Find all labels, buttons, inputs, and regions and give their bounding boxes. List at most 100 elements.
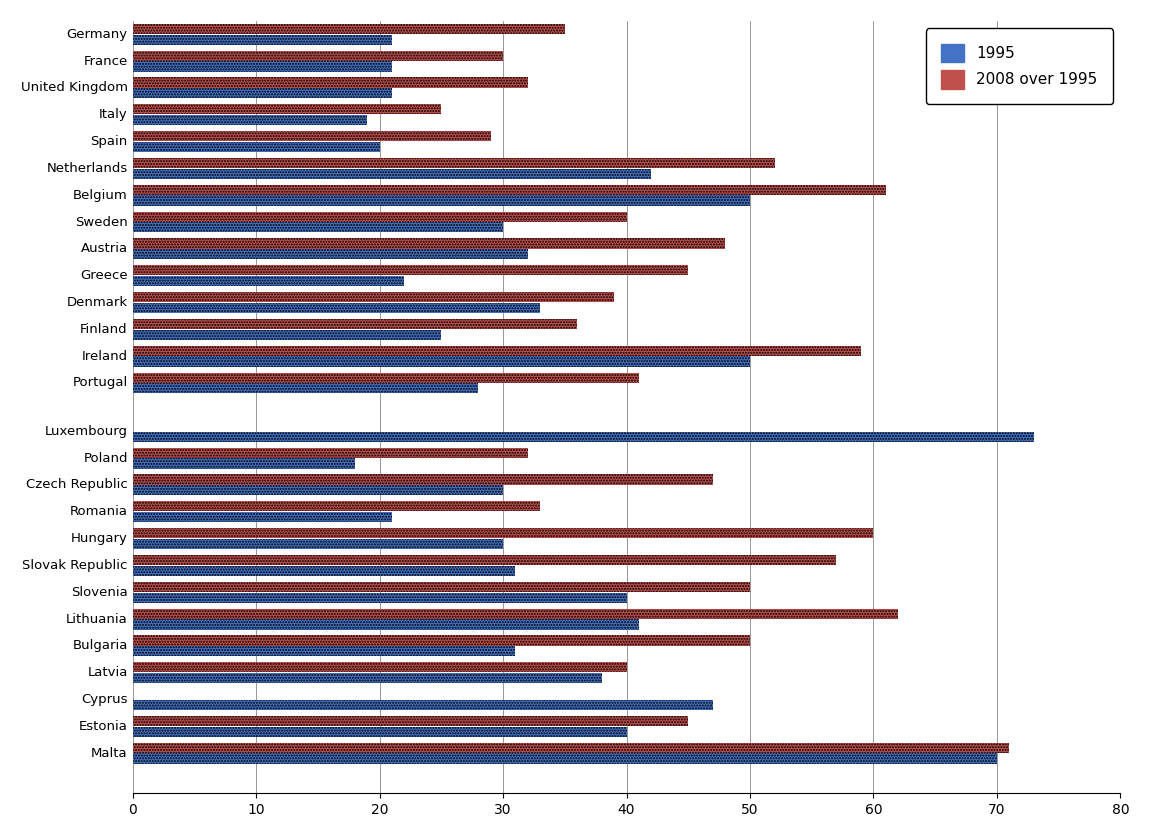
Bar	[132, 292, 614, 303]
Bar	[132, 34, 392, 44]
Bar	[132, 458, 355, 468]
Bar	[132, 265, 688, 276]
Bar	[132, 249, 528, 259]
Bar	[132, 662, 627, 672]
Bar	[132, 566, 515, 576]
Bar	[132, 608, 898, 618]
Bar	[132, 566, 515, 576]
Bar	[132, 727, 627, 737]
Bar	[132, 61, 392, 71]
Bar	[132, 276, 405, 286]
Bar	[132, 474, 713, 484]
Bar	[132, 373, 639, 383]
Bar	[132, 88, 392, 98]
Bar	[132, 646, 515, 656]
Bar	[132, 432, 1034, 442]
Bar	[132, 662, 627, 672]
Bar	[132, 50, 503, 61]
Bar	[132, 319, 577, 329]
Bar	[132, 619, 639, 629]
Bar	[132, 447, 528, 458]
Bar	[132, 77, 528, 88]
Bar	[132, 635, 750, 645]
Bar	[132, 168, 651, 178]
Bar	[132, 77, 528, 88]
Bar	[132, 184, 886, 195]
Bar	[132, 184, 886, 195]
Bar	[132, 249, 528, 259]
Bar	[132, 131, 491, 142]
Bar	[132, 592, 627, 603]
Bar	[132, 142, 380, 152]
Bar	[132, 673, 601, 683]
Bar	[132, 195, 750, 205]
Bar	[132, 528, 874, 538]
Bar	[132, 474, 713, 484]
Bar	[132, 222, 503, 232]
Bar	[132, 168, 651, 178]
Bar	[132, 582, 750, 592]
Bar	[132, 131, 491, 142]
Bar	[132, 539, 503, 549]
Bar	[132, 700, 713, 710]
Bar	[132, 329, 442, 339]
Bar	[132, 646, 515, 656]
Bar	[132, 383, 478, 394]
Bar	[132, 356, 750, 367]
Bar	[132, 512, 392, 522]
Bar	[132, 716, 688, 726]
Bar	[132, 303, 540, 313]
Bar	[132, 34, 392, 44]
Bar	[132, 635, 750, 645]
Bar	[132, 582, 750, 592]
Bar	[132, 700, 713, 710]
Bar	[132, 222, 503, 232]
Bar	[132, 23, 565, 34]
Bar	[132, 346, 861, 356]
Bar	[132, 501, 540, 511]
Bar	[132, 742, 1010, 753]
Bar	[132, 276, 405, 286]
Bar	[132, 104, 442, 115]
Bar	[132, 485, 503, 495]
Bar	[132, 727, 627, 737]
Bar	[132, 539, 503, 549]
Bar	[132, 485, 503, 495]
Bar	[132, 383, 478, 394]
Bar	[132, 238, 726, 249]
Bar	[132, 158, 775, 168]
Bar	[132, 608, 898, 618]
Bar	[132, 158, 775, 168]
Bar	[132, 753, 997, 763]
Bar	[132, 373, 639, 383]
Bar	[132, 23, 565, 34]
Bar	[132, 61, 392, 71]
Bar	[132, 742, 1010, 753]
Bar	[132, 528, 874, 538]
Bar	[132, 142, 380, 152]
Bar	[132, 319, 577, 329]
Bar	[132, 555, 836, 565]
Bar	[132, 356, 750, 367]
Bar	[132, 592, 627, 603]
Legend: 1995, 2008 over 1995: 1995, 2008 over 1995	[926, 28, 1113, 104]
Bar	[132, 673, 601, 683]
Bar	[132, 303, 540, 313]
Bar	[132, 447, 528, 458]
Bar	[132, 115, 367, 125]
Bar	[132, 265, 688, 276]
Bar	[132, 238, 726, 249]
Bar	[132, 329, 442, 339]
Bar	[132, 512, 392, 522]
Bar	[132, 501, 540, 511]
Bar	[132, 716, 688, 726]
Bar	[132, 115, 367, 125]
Bar	[132, 346, 861, 356]
Bar	[132, 292, 614, 303]
Bar	[132, 619, 639, 629]
Bar	[132, 88, 392, 98]
Bar	[132, 104, 442, 115]
Bar	[132, 432, 1034, 442]
Bar	[132, 753, 997, 763]
Bar	[132, 195, 750, 205]
